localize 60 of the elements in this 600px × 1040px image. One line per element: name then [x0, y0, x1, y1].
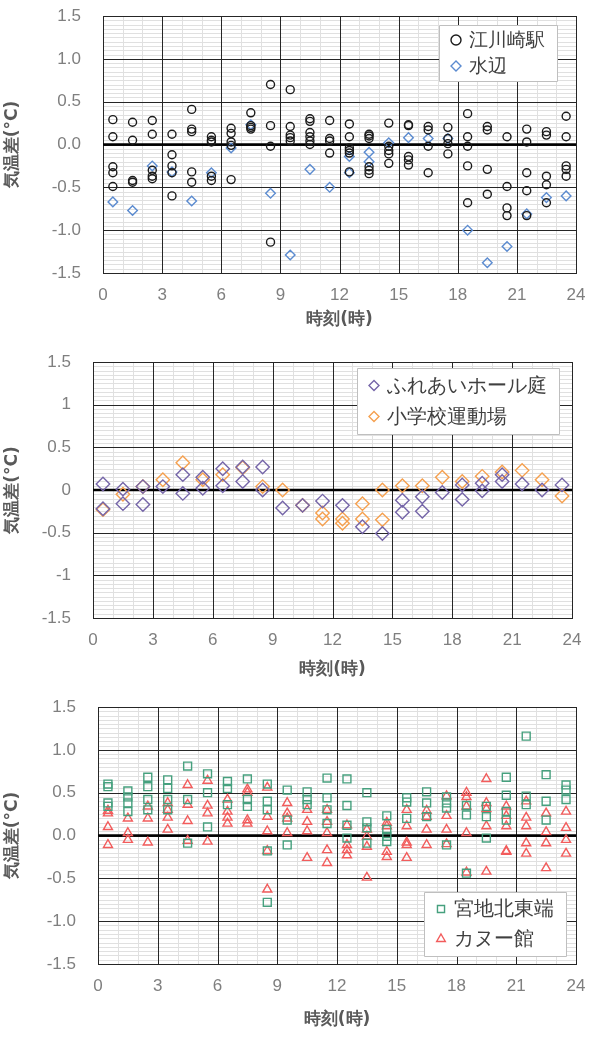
legend-label: ふれあいホール庭	[386, 372, 547, 397]
legend-label: カヌー館	[454, 926, 534, 951]
y-tick-label: -1	[55, 565, 71, 585]
y-tick-label: -1.0	[46, 910, 76, 930]
x-tick-label: 0	[93, 975, 103, 995]
y-tick-label: 0.0	[52, 825, 76, 845]
y-tick-label: 0	[61, 479, 71, 499]
x-axis-title: 時刻(時)	[303, 1008, 371, 1029]
x-tick-label: 21	[502, 629, 522, 649]
x-tick-label: 3	[157, 284, 167, 304]
legend-label: 宮地北東端	[454, 896, 554, 921]
x-tick-label: 3	[148, 629, 158, 649]
legend-label: 水辺	[469, 53, 507, 76]
x-tick-label: 18	[447, 975, 466, 995]
x-tick-label: 18	[442, 629, 462, 649]
x-axis-title: 時刻(時)	[299, 658, 366, 679]
y-tick-label: -1.0	[51, 219, 81, 239]
x-tick-label: 0	[88, 629, 98, 649]
x-tick-label: 9	[267, 629, 278, 649]
y-tick-label: 1.0	[57, 48, 81, 68]
y-tick-label: 1	[61, 394, 71, 414]
y-tick-label: 0.0	[57, 134, 81, 154]
y-axis-title: 気温差(°C)	[0, 100, 21, 190]
x-axis-title: 時刻(時)	[306, 308, 373, 329]
x-tick-label: 24	[566, 975, 586, 995]
y-tick-label: -1.5	[46, 953, 76, 973]
x-tick-label: 15	[389, 284, 409, 304]
y-tick-label: 0.5	[57, 91, 81, 111]
x-tick-label: 12	[323, 629, 342, 649]
x-tick-label: 15	[382, 629, 402, 649]
y-tick-label: 1.5	[47, 351, 71, 371]
x-tick-label: 6	[212, 975, 223, 995]
y-tick-label: 0.5	[52, 782, 76, 802]
y-axis-title: 気温差(°C)	[0, 791, 21, 881]
y-tick-label: -1.5	[51, 262, 81, 282]
y-axis-title: 気温差(°C)	[0, 446, 21, 535]
y-tick-label: 1.5	[57, 5, 81, 25]
y-tick-label: -0.5	[51, 177, 81, 197]
x-tick-label: 24	[566, 284, 586, 304]
x-tick-label: 18	[448, 284, 468, 304]
x-tick-label: 3	[153, 975, 163, 995]
x-tick-label: 12	[330, 284, 349, 304]
x-tick-label: 9	[272, 975, 282, 995]
y-tick-label: -0.5	[41, 522, 71, 542]
legend-label: 小学校運動場	[387, 403, 507, 428]
x-tick-label: 6	[216, 284, 226, 304]
y-tick-label: 1.0	[52, 739, 76, 759]
x-tick-label: 15	[387, 975, 407, 995]
x-tick-label: 24	[562, 629, 582, 649]
legend-label: 江川崎駅	[469, 27, 545, 50]
y-tick-label: 1.5	[52, 696, 76, 716]
x-tick-label: 0	[98, 284, 108, 304]
y-tick-label: -0.5	[46, 868, 76, 888]
x-tick-label: 21	[507, 284, 527, 304]
y-tick-label: -1.5	[41, 607, 71, 627]
x-tick-label: 21	[506, 975, 526, 995]
x-tick-label: 6	[208, 629, 218, 649]
x-tick-label: 9	[275, 284, 286, 304]
x-tick-label: 12	[327, 975, 347, 995]
y-tick-label: 0.5	[47, 437, 71, 457]
